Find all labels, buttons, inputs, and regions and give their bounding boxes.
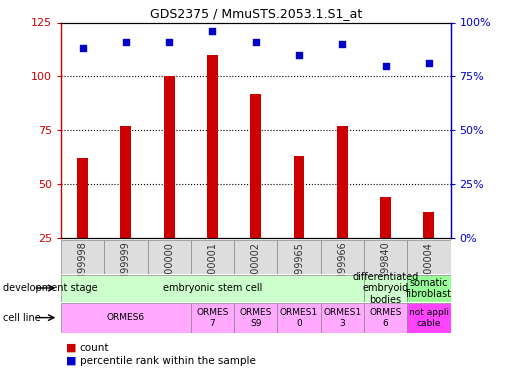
Point [295, 52, 303, 58]
Text: somatic
fibroblast: somatic fibroblast [406, 278, 452, 299]
Bar [104, 240, 147, 274]
Point [121, 39, 130, 45]
Bar [234, 303, 277, 333]
Point [338, 41, 347, 47]
Bar [277, 240, 321, 274]
Point [382, 63, 390, 69]
Text: not appli
cable: not appli cable [409, 308, 449, 328]
Point [208, 28, 217, 34]
Text: ORMES
S9: ORMES S9 [240, 308, 272, 328]
Bar [250, 94, 261, 238]
Bar [407, 275, 450, 302]
Bar [380, 197, 391, 238]
Point [425, 60, 433, 66]
Bar [321, 303, 364, 333]
Text: count: count [80, 343, 109, 353]
Text: ORMES
7: ORMES 7 [196, 308, 228, 328]
Text: percentile rank within the sample: percentile rank within the sample [80, 356, 255, 366]
Bar [277, 303, 321, 333]
Bar [234, 240, 277, 274]
Bar [61, 240, 104, 274]
Bar [61, 303, 191, 333]
Bar [207, 55, 218, 238]
Text: GSM99965: GSM99965 [294, 242, 304, 295]
Bar [61, 275, 364, 302]
Text: GSM99966: GSM99966 [337, 242, 347, 294]
Bar [147, 240, 191, 274]
Bar [364, 275, 407, 302]
Text: cell line: cell line [3, 313, 40, 322]
Text: ■: ■ [66, 356, 77, 366]
Bar [191, 303, 234, 333]
Text: GSM99840: GSM99840 [381, 242, 391, 294]
Text: ORMES6: ORMES6 [107, 314, 145, 322]
Bar [407, 303, 450, 333]
Point [251, 39, 260, 45]
Point [165, 39, 173, 45]
Bar [364, 240, 407, 274]
Bar [164, 76, 174, 238]
Bar [423, 212, 434, 238]
Bar [321, 240, 364, 274]
Text: ORMES1
3: ORMES1 3 [323, 308, 361, 328]
Bar [77, 158, 88, 238]
Text: GSM99998: GSM99998 [77, 242, 87, 294]
Text: embryonic stem cell: embryonic stem cell [163, 284, 262, 293]
Bar [120, 126, 131, 238]
Text: development stage: development stage [3, 283, 98, 293]
Text: GSM100004: GSM100004 [424, 242, 434, 301]
Point [78, 45, 87, 51]
Bar [364, 303, 407, 333]
Text: ■: ■ [66, 343, 77, 353]
Text: GSM99999: GSM99999 [121, 242, 131, 294]
Text: ORMES
6: ORMES 6 [369, 308, 402, 328]
Bar [191, 240, 234, 274]
Title: GDS2375 / MmuSTS.2053.1.S1_at: GDS2375 / MmuSTS.2053.1.S1_at [149, 7, 362, 20]
Text: differentiated
embryoid
bodies: differentiated embryoid bodies [352, 272, 419, 305]
Bar [294, 156, 304, 238]
Text: GSM100000: GSM100000 [164, 242, 174, 301]
Text: GSM100001: GSM100001 [207, 242, 217, 301]
Text: GSM100002: GSM100002 [251, 242, 261, 301]
Bar [337, 126, 348, 238]
Bar [407, 240, 450, 274]
Text: ORMES1
0: ORMES1 0 [280, 308, 318, 328]
